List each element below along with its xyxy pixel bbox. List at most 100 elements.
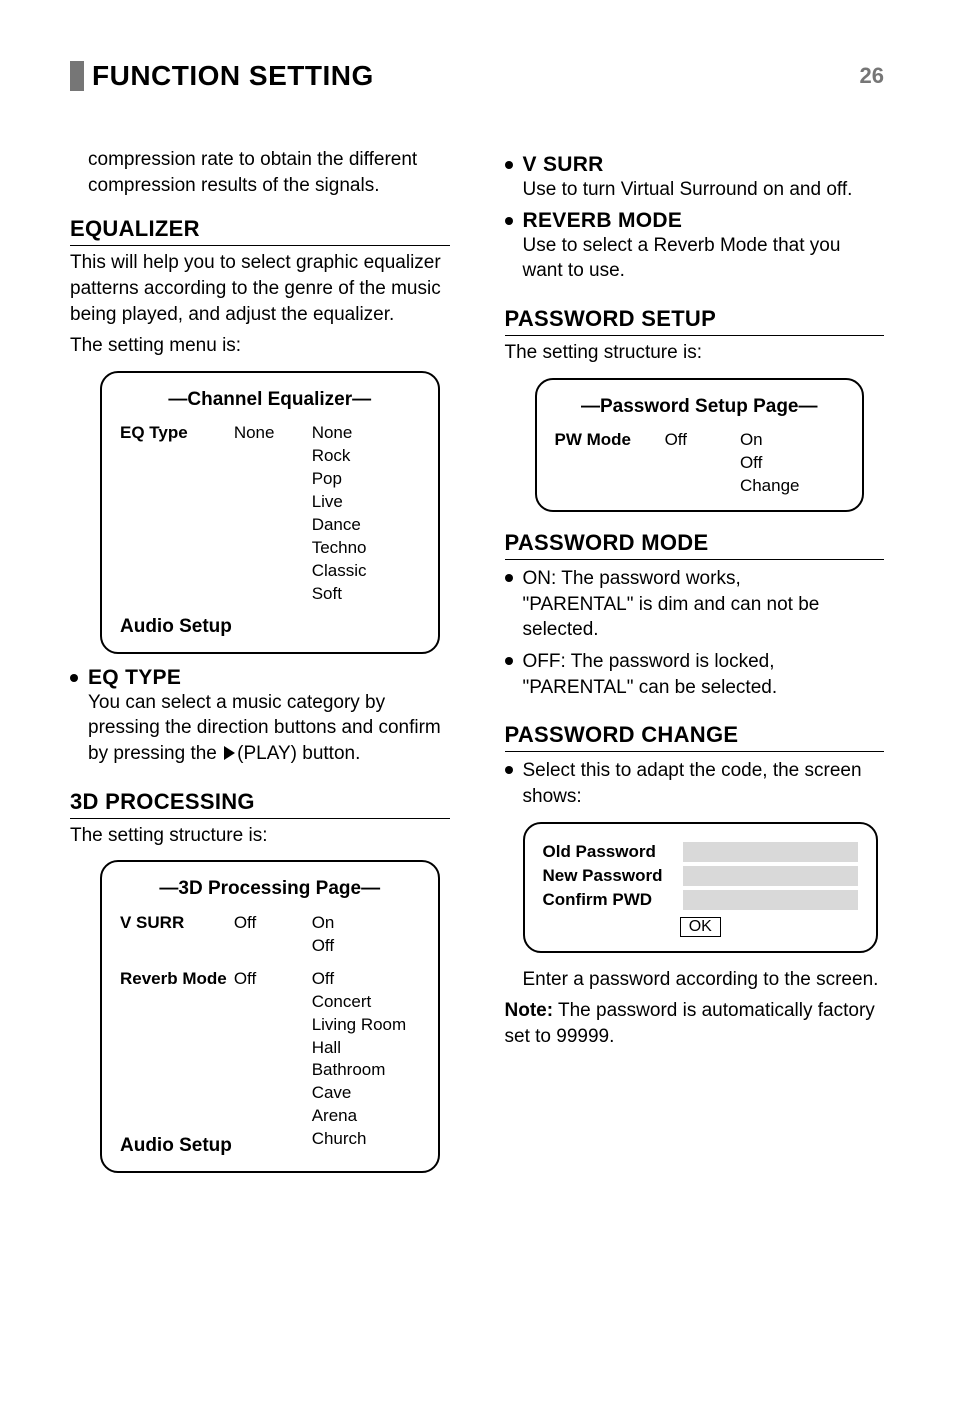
- equalizer-paragraph-2: The setting menu is:: [70, 333, 450, 359]
- eq-option: Techno: [312, 537, 420, 560]
- vsurr-bullet-body: V SURR Use to turn Virtual Surround on a…: [523, 153, 885, 203]
- eq-type-bullet-title: EQ TYPE: [88, 666, 450, 690]
- eq-option: None: [312, 422, 420, 445]
- eq-type-bullet: EQ TYPE You can select a music category …: [70, 666, 450, 767]
- pwchange-bullet: Select this to adapt the code, the scree…: [505, 758, 885, 809]
- equalizer-rule: [70, 245, 450, 246]
- channel-equalizer-panel: —Channel Equalizer— EQ Type None None Ro…: [100, 371, 440, 654]
- d3-heading: 3D PROCESSING: [70, 789, 450, 815]
- eq-option: Rock: [312, 445, 420, 468]
- d3-row-2: Reverb Mode Off Off Concert Living Room …: [120, 968, 420, 1152]
- pwchange-bullet-text: Select this to adapt the code, the scree…: [523, 758, 885, 809]
- vsurr-bullet-title: V SURR: [523, 153, 885, 177]
- reverb-value: Off: [234, 968, 306, 991]
- vsurr-bullet: V SURR Use to turn Virtual Surround on a…: [505, 153, 885, 203]
- equalizer-heading: EQUALIZER: [70, 216, 450, 242]
- ok-row: OK: [543, 916, 859, 937]
- eq-option: Dance: [312, 514, 420, 537]
- reverb-bullet-text: Use to select a Reverb Mode that you wan…: [523, 233, 885, 284]
- pwmode-b2a: OFF: The password is locked,: [523, 651, 775, 672]
- d3-panel-title: —3D Processing Page—: [120, 876, 420, 902]
- left-column: compression rate to obtain the different…: [70, 147, 450, 1185]
- channel-equalizer-footer: Audio Setup: [120, 614, 420, 640]
- old-password-label: Old Password: [543, 842, 683, 862]
- page-header: FUNCTION SETTING 26: [70, 60, 884, 92]
- eq-option: Classic: [312, 560, 420, 583]
- bullet-icon: [70, 674, 78, 682]
- vsurr-option: On: [312, 912, 420, 935]
- pwmode-bullet-1-body: ON: The password works, "PARENTAL" is di…: [523, 566, 885, 643]
- pwchange-note: Note: The password is automatically fact…: [505, 998, 885, 1049]
- pwchange-after: Enter a password according to the screen…: [523, 967, 885, 993]
- compression-paragraph: compression rate to obtain the different…: [88, 147, 450, 198]
- pwmode-b1a: ON: The password works,: [523, 568, 741, 589]
- pwmode-heading: PASSWORD MODE: [505, 530, 885, 556]
- pwchange-heading: PASSWORD CHANGE: [505, 722, 885, 748]
- pwmode-bullet-2: OFF: The password is locked, "PARENTAL" …: [505, 649, 885, 700]
- old-password-field[interactable]: [683, 842, 859, 862]
- pwmode-b2b: "PARENTAL" can be selected.: [523, 677, 778, 698]
- eq-type-bullet-text: You can select a music category by press…: [88, 690, 450, 767]
- pwsetup-heading: PASSWORD SETUP: [505, 306, 885, 332]
- right-column: V SURR Use to turn Virtual Surround on a…: [505, 147, 885, 1185]
- equalizer-paragraph-1: This will help you to select graphic equ…: [70, 250, 450, 327]
- pwsetup-row: PW Mode Off On Off Change: [555, 429, 845, 498]
- vsurr-label: V SURR: [120, 912, 228, 935]
- play-icon: [224, 746, 235, 760]
- pwmode-bullet-1: ON: The password works, "PARENTAL" is di…: [505, 566, 885, 643]
- pwmode-value: Off: [665, 429, 734, 452]
- eq-type-label: EQ Type: [120, 422, 228, 445]
- vsurr-option: Off: [312, 935, 420, 958]
- bullet-icon: [505, 766, 513, 774]
- new-password-field[interactable]: [683, 866, 859, 886]
- reverb-bullet: REVERB MODE Use to select a Reverb Mode …: [505, 209, 885, 284]
- new-password-row: New Password: [543, 866, 859, 886]
- pwmode-label: PW Mode: [555, 429, 659, 452]
- reverb-label: Reverb Mode: [120, 968, 228, 991]
- note-text: The password is automatically factory se…: [505, 1000, 875, 1047]
- reverb-option: Hall: [312, 1037, 420, 1060]
- d3-intro: The setting structure is:: [70, 823, 450, 849]
- bullet-icon: [505, 217, 513, 225]
- eq-type-options: None Rock Pop Live Dance Techno Classic …: [312, 422, 420, 606]
- d3-row-1: V SURR Off On Off: [120, 912, 420, 958]
- reverb-bullet-title: REVERB MODE: [523, 209, 885, 233]
- eq-option: Soft: [312, 583, 420, 606]
- confirm-pwd-row: Confirm PWD: [543, 890, 859, 910]
- channel-equalizer-title: —Channel Equalizer—: [120, 387, 420, 413]
- pwmode-option: On: [740, 429, 844, 452]
- vsurr-bullet-text: Use to turn Virtual Surround on and off.: [523, 177, 885, 203]
- eq-option: Live: [312, 491, 420, 514]
- eq-type-bullet-text-2: (PLAY) button.: [237, 743, 360, 764]
- reverb-option: Living Room: [312, 1014, 420, 1037]
- pwmode-b1b: "PARENTAL" is dim and can not be selecte…: [523, 594, 820, 641]
- new-password-label: New Password: [543, 866, 683, 886]
- reverb-options: Off Concert Living Room Hall Bathroom Ca…: [312, 968, 420, 1152]
- header-left: FUNCTION SETTING: [70, 60, 374, 92]
- reverb-option: Church: [312, 1128, 420, 1151]
- ok-button[interactable]: OK: [680, 917, 721, 937]
- eq-option: Pop: [312, 468, 420, 491]
- confirm-pwd-field[interactable]: [683, 890, 859, 910]
- pwchange-panel: Old Password New Password Confirm PWD OK: [523, 822, 879, 953]
- vsurr-options: On Off: [312, 912, 420, 958]
- pwsetup-panel: —Password Setup Page— PW Mode Off On Off…: [535, 378, 865, 512]
- eq-type-value: None: [234, 422, 306, 445]
- pwchange-rule: [505, 751, 885, 752]
- d3-panel: —3D Processing Page— V SURR Off On Off R…: [100, 860, 440, 1173]
- pwmode-option: Change: [740, 475, 844, 498]
- pwsetup-intro: The setting structure is:: [505, 340, 885, 366]
- d3-rule: [70, 818, 450, 819]
- reverb-option: Arena: [312, 1105, 420, 1128]
- pwsetup-panel-title: —Password Setup Page—: [555, 394, 845, 420]
- page-title: FUNCTION SETTING: [92, 60, 374, 92]
- pwmode-option: Off: [740, 452, 844, 475]
- bullet-icon: [505, 161, 513, 169]
- eq-type-bullet-body: EQ TYPE You can select a music category …: [88, 666, 450, 767]
- reverb-option: Cave: [312, 1082, 420, 1105]
- reverb-option: Concert: [312, 991, 420, 1014]
- reverb-option: Bathroom: [312, 1059, 420, 1082]
- vsurr-value: Off: [234, 912, 306, 935]
- confirm-pwd-label: Confirm PWD: [543, 890, 683, 910]
- bullet-icon: [505, 657, 513, 665]
